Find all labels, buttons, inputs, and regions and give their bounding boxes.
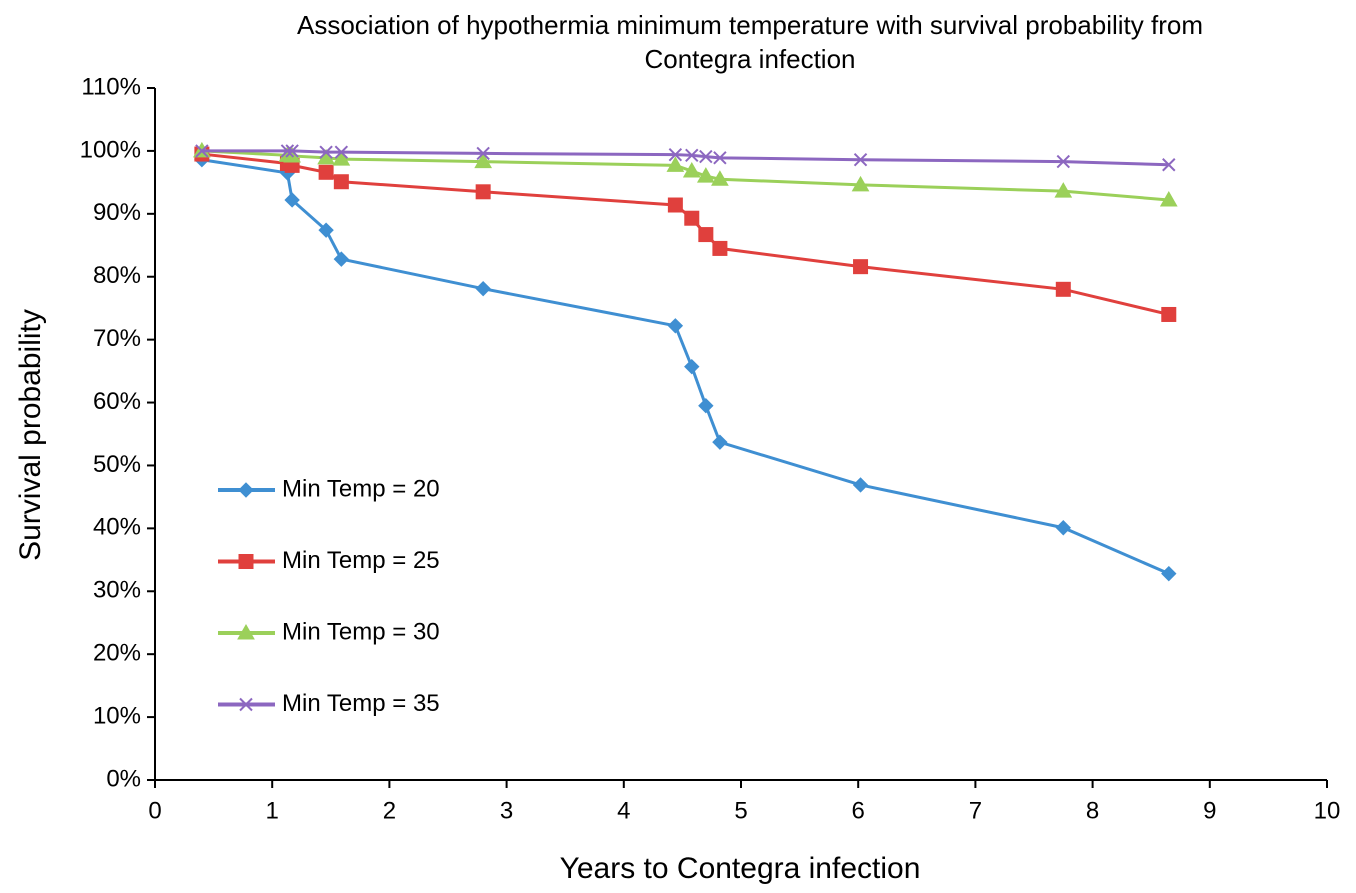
x-tick-label: 10 [1314,797,1341,824]
marker [682,162,701,178]
x-tick-label: 8 [1086,797,1099,824]
marker [1054,182,1073,198]
marker [853,259,869,275]
y-tick-label: 90% [93,199,141,226]
marker [1161,306,1177,322]
legend-label: Min Temp = 25 [282,547,440,574]
marker [1056,154,1071,169]
marker [666,156,685,172]
marker [475,184,491,200]
chart-title: Association of hypothermia minimum tempe… [296,10,1203,74]
marker [852,477,869,493]
y-tick-label: 0% [106,765,141,792]
x-tick-label: 1 [266,797,279,824]
marker [318,222,334,238]
marker [698,397,714,414]
marker [667,197,683,213]
marker [685,148,699,163]
y-tick-label: 10% [93,702,141,729]
legend-label: Min Temp = 20 [282,475,440,502]
marker [1055,520,1072,536]
marker [333,251,350,267]
x-tick-label: 4 [617,797,630,824]
marker [1055,281,1071,297]
legend-label: Min Temp = 30 [282,618,440,645]
marker [334,145,349,159]
legend-label: Min Temp = 35 [282,690,440,717]
legend-marker [239,697,253,712]
marker [1162,158,1176,172]
y-tick-label: 20% [93,640,141,667]
marker [195,144,209,158]
marker [712,240,728,256]
marker [476,146,490,161]
x-tick-label: 3 [500,797,513,824]
marker [280,144,295,158]
marker [713,151,727,165]
marker [332,150,351,166]
x-axis-label: Years to Contegra infection [560,852,921,885]
marker [474,152,493,169]
marker [285,144,299,158]
legend-marker [237,623,255,640]
y-tick-label: 100% [80,136,141,163]
marker [284,192,300,208]
x-tick-label: 9 [1203,797,1216,824]
marker [319,145,333,159]
y-tick-label: 30% [93,577,141,604]
marker [711,170,729,186]
y-tick-label: 70% [93,325,141,352]
x-tick-label: 5 [734,797,747,824]
y-tick-label: 60% [93,388,141,415]
marker [853,153,868,167]
x-tick-label: 2 [383,797,396,824]
y-tick-label: 50% [93,451,141,478]
marker [851,175,870,192]
marker [667,318,684,334]
marker [1159,190,1178,207]
y-tick-label: 40% [93,514,141,541]
x-tick-label: 7 [969,797,982,824]
y-tick-label: 80% [93,262,141,289]
marker [699,149,713,164]
marker [1161,565,1177,582]
marker [684,358,700,375]
marker [333,174,349,190]
marker [696,167,715,183]
legend-marker [238,554,254,569]
x-tick-label: 6 [852,797,865,824]
x-tick-label: 0 [148,797,161,824]
y-tick-label: 110% [81,73,141,100]
y-axis-label: Survival probability [14,309,47,561]
legend-marker [238,482,254,498]
marker [698,227,714,243]
marker [318,164,334,180]
marker [712,434,728,450]
marker [684,210,700,226]
marker [475,280,491,297]
marker [668,147,683,162]
